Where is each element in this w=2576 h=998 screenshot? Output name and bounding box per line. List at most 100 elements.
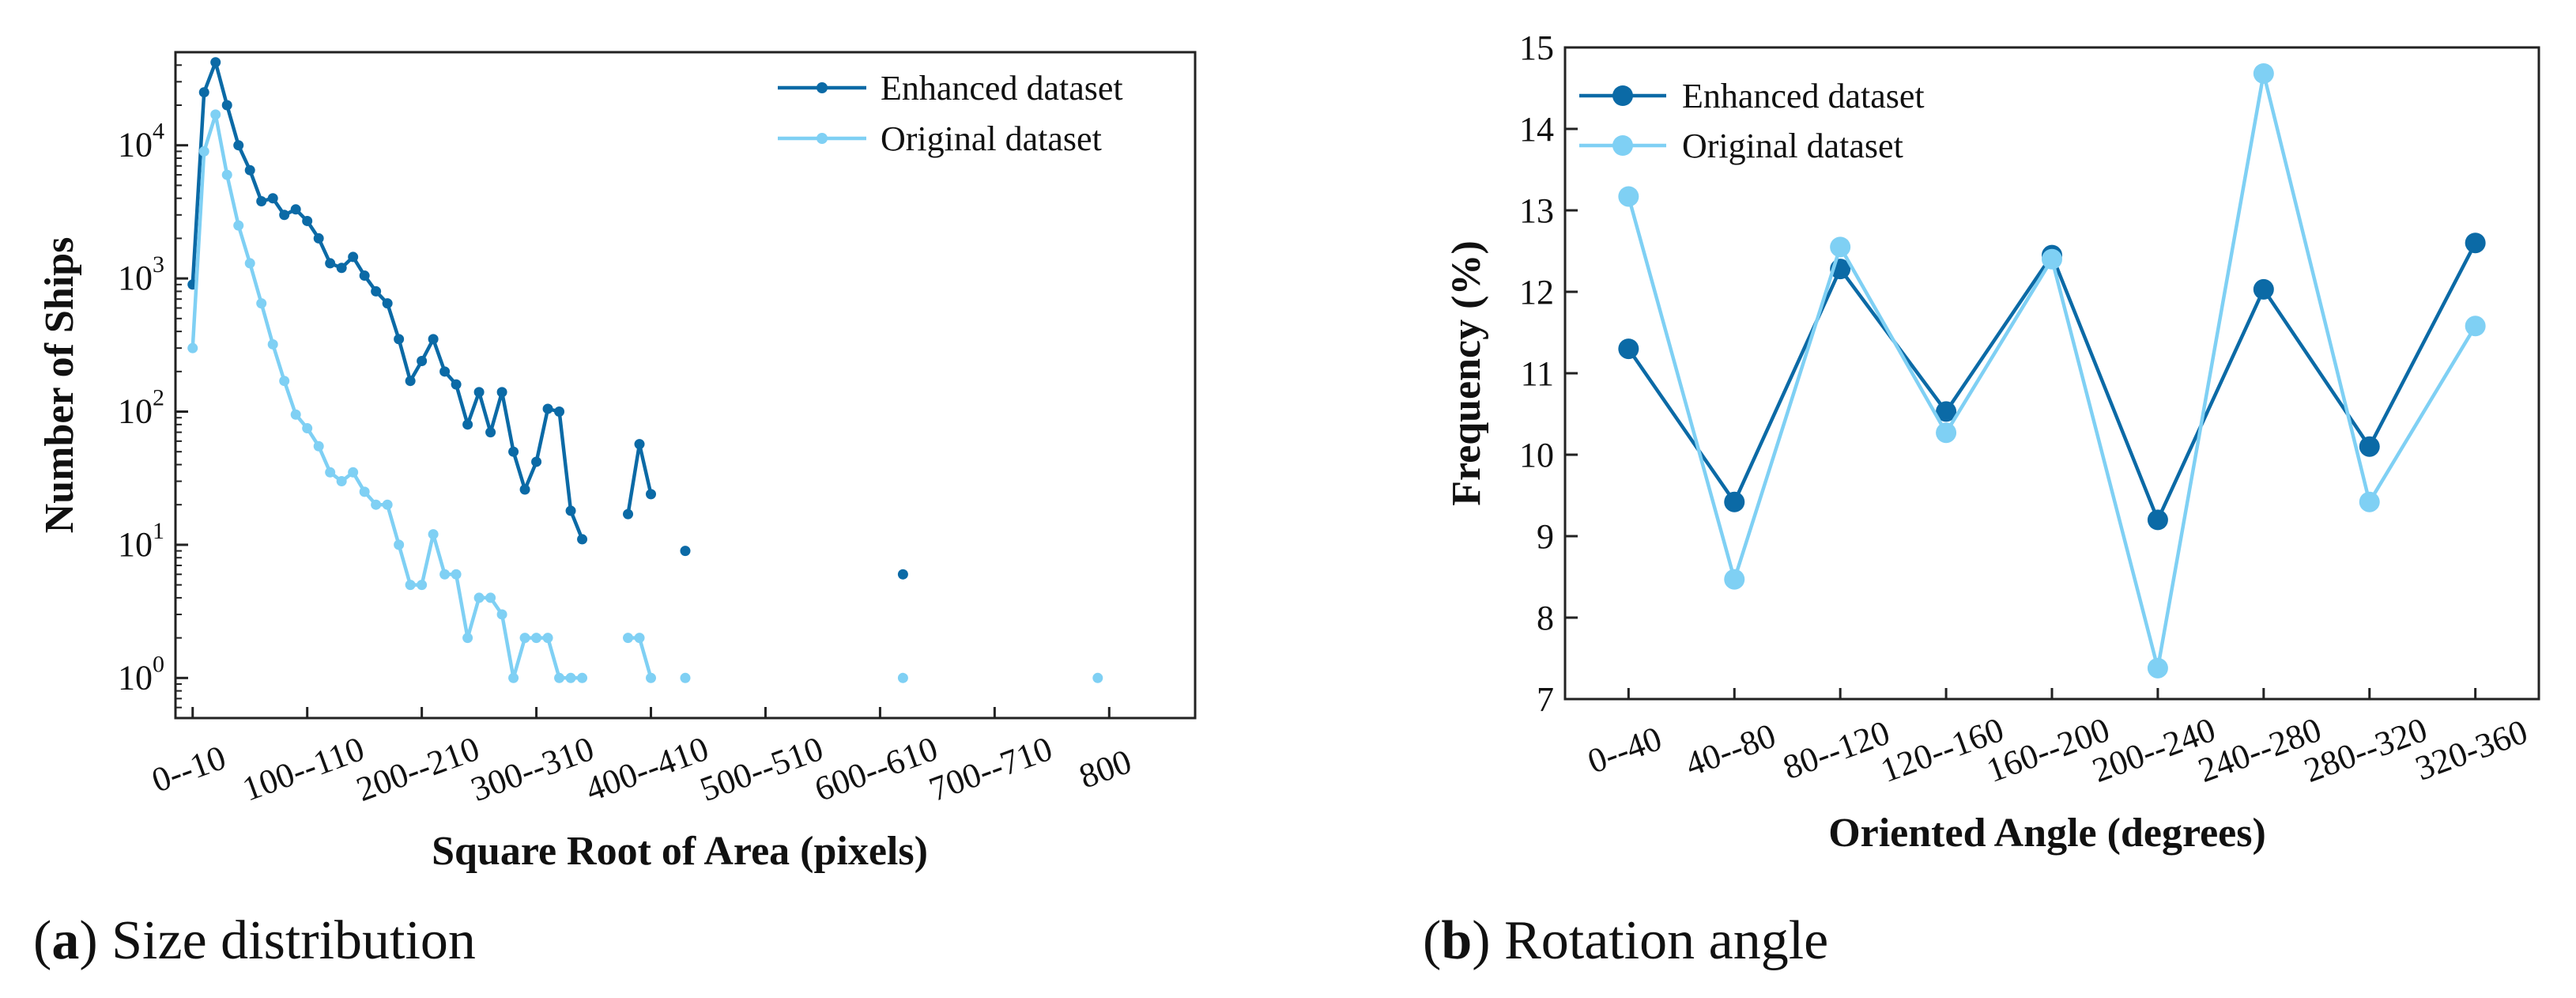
data-point-a-original xyxy=(1092,672,1103,683)
series-b-enhanced xyxy=(1618,232,2486,531)
data-point-b-enhanced xyxy=(1936,401,1957,422)
y-tick-label-b: 11 xyxy=(1521,354,1554,393)
legend-b: Enhanced dataset Original dataset xyxy=(1579,77,1925,165)
data-point-b-enhanced xyxy=(2147,509,2168,531)
data-point-a-enhanced xyxy=(348,251,359,263)
data-point-b-enhanced xyxy=(2465,232,2486,254)
caption-b-label: b xyxy=(1441,910,1472,971)
data-point-a-original xyxy=(336,476,347,487)
data-point-a-enhanced xyxy=(473,387,485,398)
data-point-a-original xyxy=(508,672,519,683)
data-point-a-original xyxy=(417,580,428,591)
data-point-a-enhanced xyxy=(519,484,530,495)
x-tick-label-b: 120--160 xyxy=(1876,710,2008,790)
data-point-a-original xyxy=(519,633,530,644)
data-point-a-original xyxy=(267,338,278,350)
series-group-a xyxy=(187,57,1103,683)
legend-a: Enhanced dataset Original dataset xyxy=(778,69,1123,158)
data-point-a-original xyxy=(290,409,301,420)
axis-ticks-a: 0--10 100--110200--210300--310400--410500… xyxy=(118,51,1137,809)
data-point-a-enhanced xyxy=(221,100,232,111)
data-point-a-enhanced xyxy=(198,87,209,98)
y-axis-title-a: Number of Ships xyxy=(37,237,82,534)
x-tick-label-b: 280--320 xyxy=(2299,710,2432,790)
plot-area-a xyxy=(174,51,1197,720)
data-point-a-enhanced xyxy=(233,140,244,151)
y-tick-label-b: 15 xyxy=(1519,28,1554,67)
data-point-a-original xyxy=(531,633,542,644)
data-point-a-enhanced xyxy=(359,270,370,282)
x-tick-label-a: 700--710 xyxy=(924,729,1057,809)
series-group-b xyxy=(1618,62,2486,679)
y-tick-label-b: 13 xyxy=(1519,191,1554,230)
legend-label-b-enhanced: Enhanced dataset xyxy=(1682,77,1925,115)
data-point-a-enhanced xyxy=(290,204,301,215)
data-point-b-original xyxy=(2359,491,2380,512)
data-point-a-original xyxy=(485,592,496,603)
data-point-a-enhanced xyxy=(382,298,393,309)
data-point-a-enhanced xyxy=(313,232,324,244)
data-point-a-original xyxy=(451,569,462,580)
legend-marker-b-original xyxy=(1612,135,1633,156)
x-tick-label-b: 240--280 xyxy=(2193,710,2326,790)
data-point-a-enhanced xyxy=(244,164,255,176)
y-tick-label-a: 102 xyxy=(118,385,164,431)
data-point-a-original xyxy=(897,672,908,683)
legend-label-a-original: Original dataset xyxy=(881,119,1102,158)
y-tick-label-b: 12 xyxy=(1519,273,1554,312)
series-a-original xyxy=(187,109,1103,683)
data-point-a-enhanced xyxy=(302,215,313,226)
data-point-b-original xyxy=(1724,569,1745,590)
x-tick-label-a: 300--310 xyxy=(466,729,598,809)
data-point-a-enhanced xyxy=(325,258,336,269)
data-point-a-original xyxy=(680,672,691,683)
data-point-a-enhanced xyxy=(462,419,473,430)
data-point-b-original xyxy=(1830,236,1851,258)
y-tick-label-b: 14 xyxy=(1519,110,1554,149)
data-point-a-enhanced xyxy=(428,334,439,345)
data-point-a-enhanced xyxy=(623,508,634,520)
x-tick-label-a: 600--610 xyxy=(809,729,942,809)
data-point-a-original xyxy=(221,169,232,180)
caption-b: (b) Rotation angle xyxy=(1423,910,1828,971)
series-line-a-original xyxy=(190,112,583,680)
data-point-a-enhanced xyxy=(451,379,462,390)
data-point-a-enhanced xyxy=(405,376,416,387)
data-point-a-enhanced xyxy=(508,446,519,457)
data-point-a-enhanced xyxy=(417,355,428,366)
y-tick-label-a: 103 xyxy=(118,251,164,297)
x-axis-title-b: Oriented Angle (degrees) xyxy=(1828,811,2266,856)
y-tick-label-a: 104 xyxy=(118,119,164,164)
data-point-a-enhanced xyxy=(336,263,347,274)
y-tick-label-b: 7 xyxy=(1537,680,1554,719)
x-tick-label-b: 80--120 xyxy=(1778,713,1895,788)
data-point-a-original xyxy=(565,672,576,683)
data-point-b-original xyxy=(2147,657,2168,679)
data-point-a-original xyxy=(405,580,416,591)
data-point-a-original xyxy=(244,258,255,269)
x-tick-label-a: 200--210 xyxy=(351,729,484,809)
series-b-original xyxy=(1618,62,2486,679)
legend-label-a-enhanced: Enhanced dataset xyxy=(881,69,1123,108)
data-point-a-original xyxy=(554,672,565,683)
data-point-a-enhanced xyxy=(394,334,405,345)
x-tick-label-b: 160--200 xyxy=(1982,710,2114,790)
data-point-a-original xyxy=(473,592,485,603)
data-point-b-enhanced xyxy=(2359,436,2380,457)
series-line-a-enhanced xyxy=(626,442,653,515)
x-axis-title-a: Square Root of Area (pixels) xyxy=(432,829,928,874)
series-line-a-original xyxy=(628,636,653,679)
data-point-a-original xyxy=(325,467,336,478)
panel-size-distribution: 0--10 100--110200--210300--310400--410500… xyxy=(33,51,1197,971)
caption-a-label: a xyxy=(51,910,79,971)
data-point-a-enhanced xyxy=(256,195,267,206)
data-point-a-original xyxy=(256,298,267,309)
data-point-a-original xyxy=(198,146,209,157)
y-tick-label-b: 9 xyxy=(1537,517,1554,556)
x-tick-label-a: 0--10 xyxy=(147,738,231,800)
data-point-a-original xyxy=(394,539,405,550)
data-point-a-enhanced xyxy=(267,193,278,204)
data-point-a-original xyxy=(428,529,439,540)
data-point-a-enhanced xyxy=(210,57,221,68)
data-point-a-enhanced xyxy=(646,489,657,500)
